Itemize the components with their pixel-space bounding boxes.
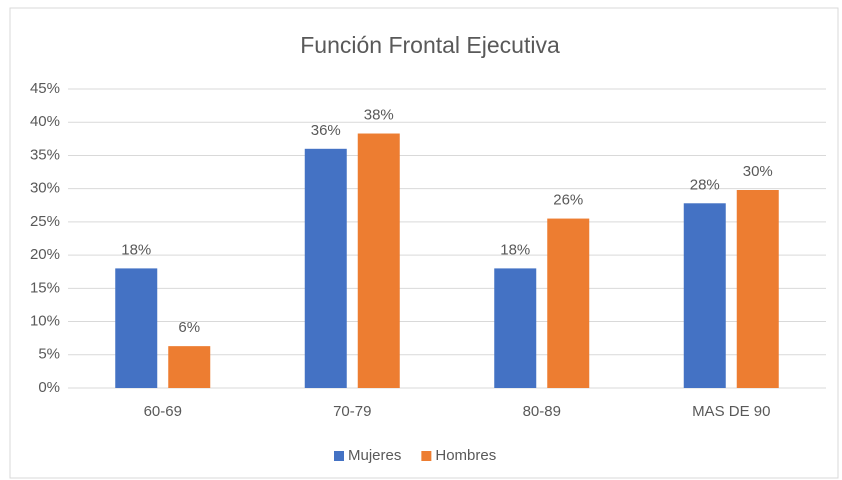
- data-label: 30%: [743, 163, 773, 180]
- y-tick-label: 0%: [38, 379, 60, 396]
- bar: [494, 268, 537, 388]
- bar: [168, 346, 211, 388]
- y-tick-label: 15%: [30, 279, 60, 296]
- bar: [683, 203, 726, 388]
- data-label: 6%: [178, 319, 200, 336]
- bar: [357, 133, 400, 388]
- data-label: 18%: [121, 241, 151, 258]
- bar: [304, 148, 347, 388]
- y-tick-label: 25%: [30, 213, 60, 230]
- bar: [736, 189, 779, 388]
- y-tick-label: 35%: [30, 146, 60, 163]
- bar: [115, 268, 158, 388]
- legend-label: Hombres: [435, 447, 496, 464]
- y-tick-label: 40%: [30, 113, 60, 130]
- x-tick-label: 80-89: [523, 403, 561, 420]
- y-tick-label: 30%: [30, 180, 60, 197]
- x-tick-label: 70-79: [333, 403, 371, 420]
- data-label: 38%: [364, 106, 394, 123]
- data-label: 18%: [500, 241, 530, 258]
- data-label: 26%: [553, 192, 583, 209]
- chart-title: Función Frontal Ejecutiva: [300, 32, 560, 58]
- bar: [547, 218, 590, 388]
- data-label: 28%: [690, 176, 720, 193]
- legend-swatch: [334, 451, 344, 461]
- x-tick-label: MAS DE 90: [692, 403, 770, 420]
- data-label: 36%: [311, 122, 341, 139]
- y-tick-label: 10%: [30, 313, 60, 330]
- x-tick-label: 60-69: [144, 403, 182, 420]
- y-tick-label: 5%: [38, 346, 60, 363]
- y-tick-label: 20%: [30, 246, 60, 263]
- legend-label: Mujeres: [348, 447, 401, 464]
- legend-swatch: [421, 451, 432, 461]
- y-tick-label: 45%: [30, 80, 60, 97]
